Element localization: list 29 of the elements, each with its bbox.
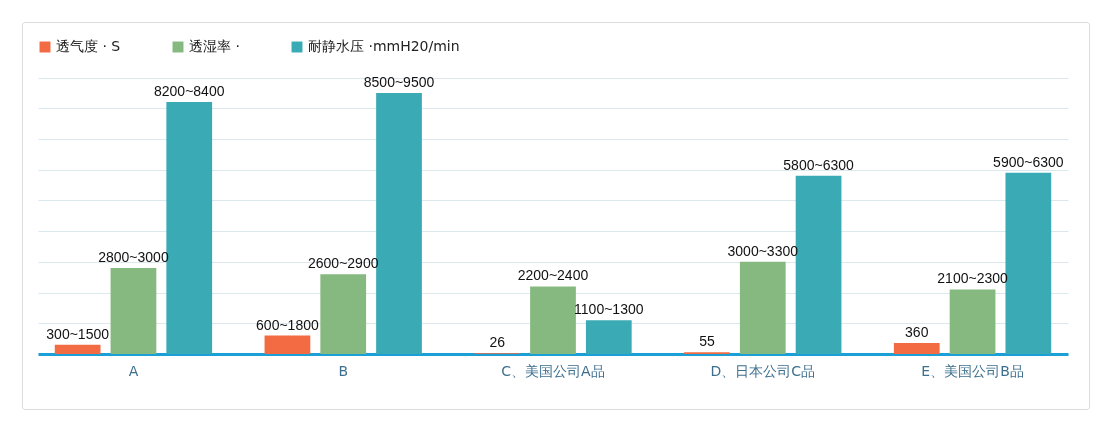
data-label: 2200~2400 [517,267,589,284]
x-tick-label: A [128,362,139,379]
x-tick-label: D、日本公司C品 [710,362,816,379]
bar [264,335,311,354]
data-label: 5800~6300 [783,156,855,173]
bar [893,342,940,354]
data-label: 8200~8400 [154,83,225,100]
bar [585,320,632,354]
bar [110,267,157,354]
legend-label: 耐静水压 ·mmH20/min [308,38,460,54]
bar [54,344,101,354]
bar [949,289,996,354]
x-tick-label: C、美国公司A品 [501,362,605,379]
data-label: 1100~1300 [574,301,644,318]
data-label: 55 [699,333,715,350]
bar [320,274,367,354]
x-tick-label: E、美国公司B品 [921,362,1024,379]
bar [739,261,786,354]
data-label: 360 [905,323,929,340]
x-tick-label: B [338,362,349,379]
legend-label: 透湿率 · [189,38,240,54]
bar [376,92,422,354]
data-label: 5900~6300 [993,153,1064,170]
data-label: 26 [489,334,506,351]
data-label: 300~1500 [46,325,110,342]
data-label: 600~1800 [256,316,319,333]
bar [530,286,576,354]
data-label: 8500~9500 [363,73,435,90]
legend-label: 透气度 · S [56,38,121,54]
